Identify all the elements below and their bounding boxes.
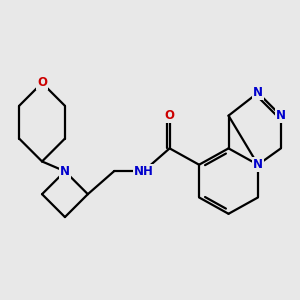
Text: N: N	[276, 109, 286, 122]
Text: NH: NH	[134, 165, 153, 178]
Text: N: N	[60, 165, 70, 178]
Text: N: N	[253, 158, 263, 171]
Text: O: O	[165, 109, 175, 122]
Text: O: O	[37, 76, 47, 89]
Text: N: N	[253, 86, 263, 99]
